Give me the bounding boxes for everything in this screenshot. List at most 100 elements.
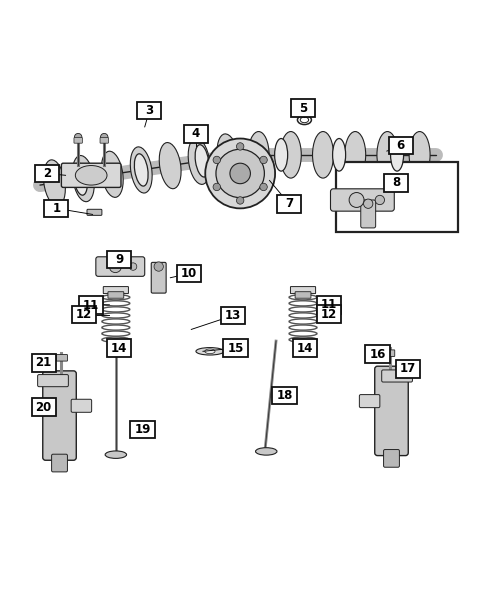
FancyBboxPatch shape — [383, 174, 408, 191]
Ellipse shape — [75, 166, 107, 185]
FancyBboxPatch shape — [223, 339, 247, 357]
Text: 6: 6 — [396, 139, 404, 152]
Ellipse shape — [204, 349, 214, 353]
FancyBboxPatch shape — [364, 345, 389, 363]
FancyBboxPatch shape — [44, 200, 68, 217]
Text: 12: 12 — [76, 308, 92, 321]
Text: 14: 14 — [111, 342, 127, 355]
FancyBboxPatch shape — [374, 366, 408, 456]
FancyBboxPatch shape — [330, 189, 393, 211]
FancyBboxPatch shape — [38, 375, 68, 387]
Ellipse shape — [74, 163, 87, 195]
FancyBboxPatch shape — [72, 306, 96, 323]
FancyBboxPatch shape — [388, 137, 412, 154]
FancyBboxPatch shape — [294, 292, 310, 298]
FancyBboxPatch shape — [137, 102, 161, 120]
Text: 14: 14 — [297, 342, 313, 355]
Ellipse shape — [196, 348, 224, 355]
Text: 2: 2 — [43, 167, 51, 180]
FancyBboxPatch shape — [61, 163, 121, 187]
FancyBboxPatch shape — [316, 296, 340, 313]
Text: 19: 19 — [134, 423, 150, 436]
FancyBboxPatch shape — [290, 287, 315, 293]
Ellipse shape — [130, 147, 152, 193]
Circle shape — [348, 193, 363, 207]
Ellipse shape — [195, 145, 209, 177]
Text: 13: 13 — [225, 309, 241, 322]
Ellipse shape — [44, 160, 65, 206]
Circle shape — [215, 149, 264, 198]
Ellipse shape — [134, 154, 148, 186]
Circle shape — [205, 138, 274, 209]
Ellipse shape — [312, 131, 333, 178]
FancyBboxPatch shape — [359, 395, 379, 408]
Text: 18: 18 — [276, 389, 292, 402]
FancyBboxPatch shape — [31, 398, 56, 416]
FancyBboxPatch shape — [395, 360, 419, 378]
Ellipse shape — [390, 138, 403, 171]
FancyBboxPatch shape — [87, 209, 102, 216]
Ellipse shape — [72, 155, 94, 201]
FancyBboxPatch shape — [293, 339, 317, 357]
FancyBboxPatch shape — [107, 339, 131, 357]
FancyBboxPatch shape — [103, 287, 128, 293]
Circle shape — [236, 143, 243, 150]
FancyBboxPatch shape — [130, 421, 154, 438]
FancyBboxPatch shape — [383, 350, 394, 356]
FancyBboxPatch shape — [360, 200, 375, 228]
Ellipse shape — [101, 151, 123, 197]
FancyBboxPatch shape — [31, 354, 56, 372]
Text: 21: 21 — [35, 356, 52, 369]
Ellipse shape — [248, 131, 269, 178]
Ellipse shape — [188, 138, 210, 184]
Ellipse shape — [280, 131, 301, 178]
Text: 4: 4 — [191, 127, 200, 140]
Text: 10: 10 — [181, 267, 197, 280]
FancyBboxPatch shape — [276, 195, 301, 213]
FancyBboxPatch shape — [177, 264, 201, 282]
Ellipse shape — [274, 138, 287, 171]
Circle shape — [212, 156, 220, 164]
Circle shape — [236, 197, 243, 204]
Text: 16: 16 — [369, 348, 385, 360]
Circle shape — [154, 262, 163, 271]
FancyBboxPatch shape — [43, 371, 76, 460]
Text: 1: 1 — [52, 202, 60, 215]
FancyBboxPatch shape — [383, 449, 399, 467]
Ellipse shape — [217, 134, 239, 180]
FancyBboxPatch shape — [96, 257, 144, 276]
Text: 7: 7 — [285, 197, 292, 210]
FancyBboxPatch shape — [56, 355, 67, 361]
FancyBboxPatch shape — [35, 164, 59, 182]
FancyBboxPatch shape — [183, 125, 208, 143]
FancyBboxPatch shape — [71, 399, 91, 412]
Text: 12: 12 — [320, 307, 336, 320]
Text: 11: 11 — [83, 299, 99, 312]
Text: 8: 8 — [391, 176, 399, 189]
Ellipse shape — [332, 138, 345, 171]
Text: 9: 9 — [115, 253, 123, 266]
Circle shape — [363, 199, 372, 209]
FancyBboxPatch shape — [107, 251, 131, 269]
Circle shape — [109, 260, 121, 273]
Circle shape — [74, 133, 82, 141]
Text: 11: 11 — [320, 298, 336, 311]
Ellipse shape — [159, 143, 181, 188]
Text: 5: 5 — [298, 102, 306, 115]
FancyBboxPatch shape — [221, 307, 245, 325]
FancyBboxPatch shape — [290, 100, 315, 117]
FancyBboxPatch shape — [151, 262, 166, 293]
Ellipse shape — [255, 448, 276, 455]
Ellipse shape — [344, 131, 365, 178]
Text: 3: 3 — [145, 104, 153, 117]
FancyBboxPatch shape — [381, 370, 411, 382]
FancyBboxPatch shape — [335, 162, 457, 231]
FancyBboxPatch shape — [79, 296, 103, 314]
Circle shape — [100, 133, 108, 141]
Text: 17: 17 — [399, 362, 415, 376]
Ellipse shape — [294, 339, 311, 345]
Circle shape — [375, 196, 384, 204]
Circle shape — [259, 183, 267, 191]
Circle shape — [129, 263, 136, 270]
Text: 15: 15 — [227, 342, 243, 355]
